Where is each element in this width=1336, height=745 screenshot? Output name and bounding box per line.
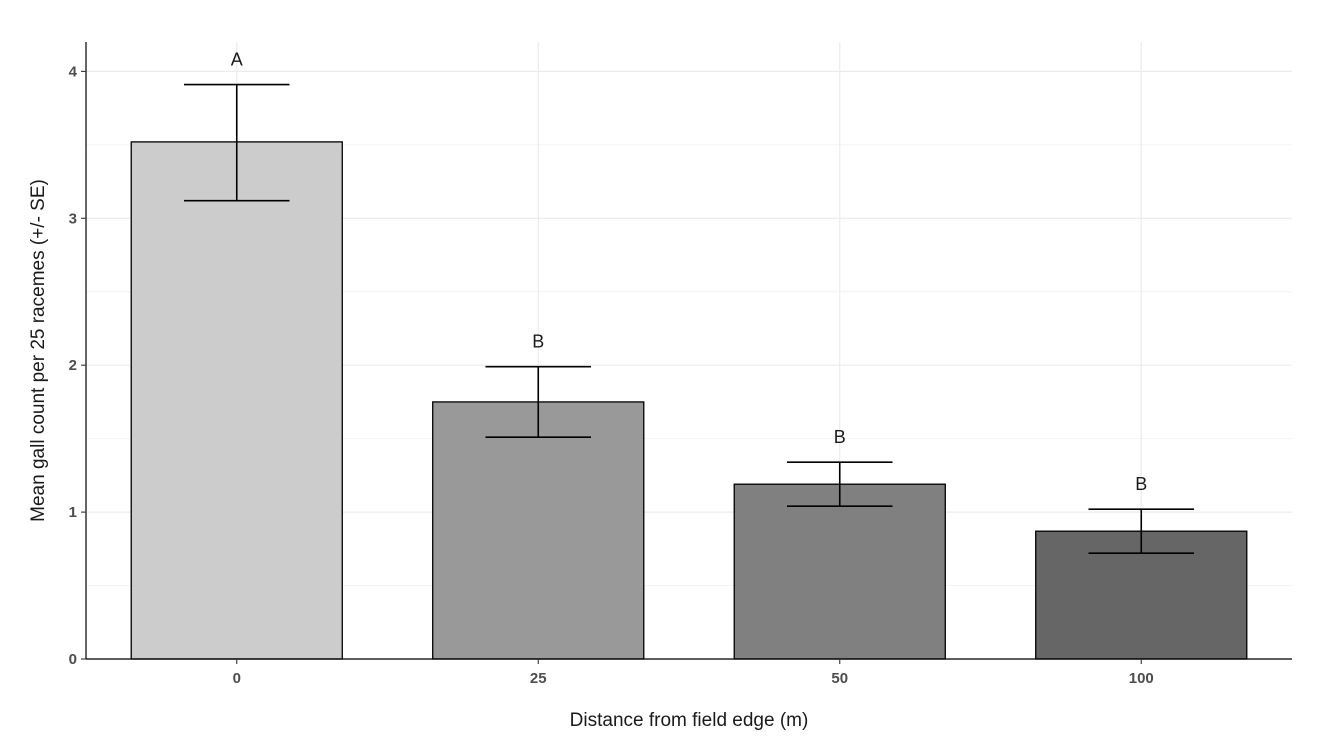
significance-letter-100: B [1135,474,1147,494]
x-axis-title: Distance from field edge (m) [570,710,809,731]
x-tick-label: 0 [233,670,241,687]
y-tick-label: 0 [69,651,77,668]
y-tick-label: 3 [69,210,77,227]
y-axis-title: Mean gall count per 25 racemes (+/- SE) [28,179,49,522]
bar-25 [432,401,645,660]
significance-letter-25: B [532,332,544,352]
error-bar-0 [183,83,290,202]
x-tick-label: 25 [530,670,547,687]
x-axis-ticks: 0 25 50 100 [233,659,1154,687]
error-bar-25 [485,365,592,438]
bar-50 [733,483,946,660]
x-tick-label: 100 [1129,670,1154,687]
significance-letters: A B B B [231,50,1148,495]
error-bar-50 [786,461,893,508]
error-bars [183,83,1195,555]
y-tick-label: 2 [69,357,77,374]
significance-letter-50: B [834,427,846,447]
y-tick-label: 1 [69,504,77,521]
bars [130,141,1248,660]
error-bar-100 [1088,508,1195,555]
y-tick-label: 4 [69,63,78,80]
bar-0 [130,141,343,660]
y-axis-ticks: 0 1 2 3 4 [69,63,86,668]
x-tick-label: 50 [831,670,848,687]
axes [85,42,1292,660]
significance-letter-0: A [231,50,243,70]
